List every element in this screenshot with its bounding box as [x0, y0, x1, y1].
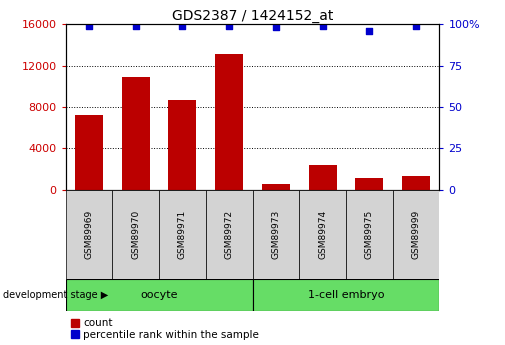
- Point: [319, 23, 327, 29]
- Bar: [66, 279, 252, 311]
- Bar: [66, 190, 113, 279]
- Point: [225, 23, 233, 29]
- Bar: [309, 165, 337, 190]
- Text: GSM89974: GSM89974: [318, 210, 327, 259]
- Bar: [159, 190, 206, 279]
- Text: GSM89973: GSM89973: [271, 210, 280, 259]
- Bar: [75, 115, 103, 190]
- Bar: [252, 190, 299, 279]
- Point: [412, 23, 420, 29]
- Bar: [262, 184, 290, 190]
- Bar: [356, 178, 383, 190]
- Point: [365, 28, 373, 33]
- Text: GSM89970: GSM89970: [131, 210, 140, 259]
- Text: GSM89971: GSM89971: [178, 210, 187, 259]
- Text: GSM89999: GSM89999: [412, 210, 421, 259]
- Point: [178, 23, 186, 29]
- Point: [272, 25, 280, 30]
- Bar: [393, 190, 439, 279]
- Bar: [346, 190, 393, 279]
- Text: GSM89975: GSM89975: [365, 210, 374, 259]
- Bar: [169, 100, 196, 190]
- Bar: [206, 190, 252, 279]
- Bar: [122, 77, 150, 190]
- Title: GDS2387 / 1424152_at: GDS2387 / 1424152_at: [172, 9, 333, 23]
- Bar: [215, 54, 243, 190]
- Legend: count, percentile rank within the sample: count, percentile rank within the sample: [71, 318, 259, 340]
- Text: development stage ▶: development stage ▶: [3, 290, 108, 300]
- Point: [132, 23, 140, 29]
- Bar: [402, 176, 430, 190]
- Bar: [113, 190, 159, 279]
- Bar: [299, 190, 346, 279]
- Bar: [252, 279, 439, 311]
- Text: 1-cell embryo: 1-cell embryo: [308, 290, 384, 300]
- Text: GSM89969: GSM89969: [84, 210, 93, 259]
- Text: GSM89972: GSM89972: [225, 210, 234, 259]
- Point: [85, 23, 93, 29]
- Text: oocyte: oocyte: [140, 290, 178, 300]
